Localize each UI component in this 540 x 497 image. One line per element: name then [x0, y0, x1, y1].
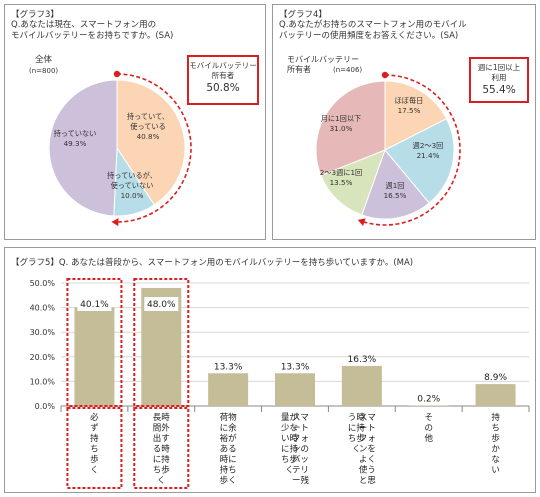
- graph3-pie-slice-label-3: 持っていない 49.3%: [54, 129, 97, 148]
- graph4-pie-slice-label-2: 週2～3回 21.4%: [413, 141, 444, 160]
- graph3-pie-slice-label-1: 持っていて、使っている 40.8%: [127, 112, 169, 141]
- graph5-value-label-4: 13.3%: [281, 362, 310, 372]
- graph5-category-label-5-col-2: う時に持ち歩く: [348, 413, 366, 455]
- graph4-pie-slice-label-1: ほぼ毎日 17.5%: [395, 96, 424, 115]
- graph4-pie-highlight-arrowhead: [357, 218, 366, 226]
- graph5-value-label-1: 40.1%: [80, 300, 109, 310]
- graph3-callout: モバイルバッテリー 所有者 50.8%: [187, 55, 259, 105]
- graph4-pie-slice-2: [384, 118, 455, 204]
- graph5-ytick-5: 50.0%: [30, 279, 56, 288]
- graph5-ytick-3: 30.0%: [30, 328, 56, 337]
- graph4-pie-slice-1: [384, 80, 448, 151]
- graph3-pie-highlight-start-dot: [113, 70, 121, 78]
- graph4-callout-label: 週に1回以上 利用: [477, 63, 521, 82]
- graph4-title: 【グラフ4】: [279, 10, 327, 20]
- graph4-pie-slice-label-3: 週1回 16.5%: [384, 181, 407, 200]
- graph5-ytick-1: 10.0%: [30, 377, 56, 386]
- graph4-pie-slice-4: [320, 149, 386, 216]
- graph5-ytick-4: 40.0%: [30, 304, 56, 313]
- graph4-pie-highlight-start-dot: [381, 71, 389, 79]
- graph5-category-label-2-col-1: 長時間外出する時に持ち歩く: [153, 413, 171, 486]
- graph3-n-label: (n=800): [29, 67, 59, 75]
- graph5-category-label-1-col-1: 必ず持ち歩く: [90, 412, 99, 476]
- graph4-total-label: モバイルバッテリー 所有者: [287, 55, 359, 74]
- graph5-category-label-4-col-2: 量が少ない時に持ち歩く: [281, 412, 299, 476]
- graph4-pie-chart: ほぼ毎日 17.5% 週2～3回 21.4% 週1回 16.5% 2～3週に1回 13.5% 月…: [315, 71, 461, 226]
- graph3-pie-chart: 持っていて、使っている 40.8% 持っているが、使っていない 10.0% 持っていない…: [48, 70, 192, 227]
- graph3-pie-slice-label-2: 持っているが、使っていない 10.0%: [107, 171, 157, 200]
- graph5-bar-1: [74, 307, 115, 406]
- graph5-category-label-6-col-1: その他: [424, 413, 433, 444]
- graph4-pie-slice-label-4: 2～3週に1回 13.5%: [320, 168, 362, 187]
- graph5-highlight-box-top-1: [66, 278, 123, 407]
- graph5-value-label-2: 48.0%: [147, 300, 176, 310]
- graph5-highlight-box-bottom-2: [133, 407, 190, 489]
- graph3-pie-highlight-arrowhead: [111, 218, 119, 227]
- graph5-bar-3: [208, 373, 249, 406]
- graph5-value-label-6: 0.2%: [417, 395, 440, 405]
- graph5-title: 【グラフ5】Q. あなたは普段から、スマートフォン用のモバイルバッテリーを持ち歩…: [11, 258, 414, 268]
- graph3-question: Q.あなたは現在、スマートフォン用の モバイルバッテリーをお持ちですか。(SA): [11, 20, 174, 41]
- graph5-highlight-box-top-2: [133, 278, 190, 407]
- graph5-value-label-7: 8.9%: [484, 373, 507, 383]
- graph4-pie-slice-5: [315, 80, 386, 177]
- graph4-callout-value: 55.4%: [482, 84, 516, 96]
- graph3-total-label: 全体: [35, 55, 53, 65]
- graph5-bar-4: [275, 373, 315, 406]
- graph3-callout-value: 50.8%: [206, 82, 240, 94]
- graph5-bar-5: [341, 365, 382, 406]
- graph3-title: 【グラフ3】: [11, 10, 59, 20]
- graph5-highlight-box-bottom-1: [66, 407, 123, 489]
- graph5-value-bg-2: [144, 297, 179, 311]
- graph5-category-label-4-col-1: スマートフォンのバッテリー残: [292, 413, 310, 486]
- graph3-pie-highlight-arc: [114, 73, 192, 223]
- graph5-bar-chart: 0.0% 10.0% 20.0% 30.0% 40.0% 50.0% 40.1% 必ず持ち歩く…: [30, 278, 530, 489]
- graph5-panel: 【グラフ5】Q. あなたは普段から、スマートフォン用のモバイルバッテリーを持ち歩…: [4, 247, 536, 493]
- graph4-pie-highlight-arc: [360, 74, 461, 226]
- graph5-bar-7: [475, 384, 516, 406]
- graph5-category-label-3-col-1: 荷物に余裕がある時に持ち歩く: [220, 412, 238, 486]
- graph4-callout: 週に1回以上 利用 55.4%: [469, 57, 529, 103]
- graph3-callout-label: モバイルバッテリー 所有者: [189, 61, 257, 80]
- graph5-value-label-5: 16.3%: [348, 355, 377, 365]
- graph3-panel: 【グラフ3】 Q.あなたは現在、スマートフォン用の モバイルバッテリーをお持ちで…: [4, 4, 266, 240]
- graph4-question: Q.あなたがお持ちのスマートフォン用のモバイル バッテリーの使用頻度をお答えくだ…: [279, 20, 467, 41]
- graph4-n-label: (n=406): [333, 66, 363, 74]
- graph5-ytick-0: 0.0%: [35, 402, 56, 411]
- graph3-pie-slice-3: [48, 79, 118, 217]
- graph4-pie-slice-3: [361, 149, 430, 220]
- graph5-ytick-2: 20.0%: [30, 353, 56, 362]
- graph4-panel: 【グラフ4】 Q.あなたがお持ちのスマートフォン用のモバイル バッテリーの使用頻…: [272, 4, 536, 240]
- graph4-pie-slice-label-5: 月に1回以下 31.0%: [321, 114, 362, 133]
- graph5-category-label-5-col-1: スマートフォンをよく使うと思: [359, 413, 377, 486]
- graph5-category-label-7-col-1: 持ち歩かない: [491, 412, 500, 476]
- graph5-value-label-3: 13.3%: [214, 362, 243, 372]
- graph5-value-bg-1: [77, 297, 112, 311]
